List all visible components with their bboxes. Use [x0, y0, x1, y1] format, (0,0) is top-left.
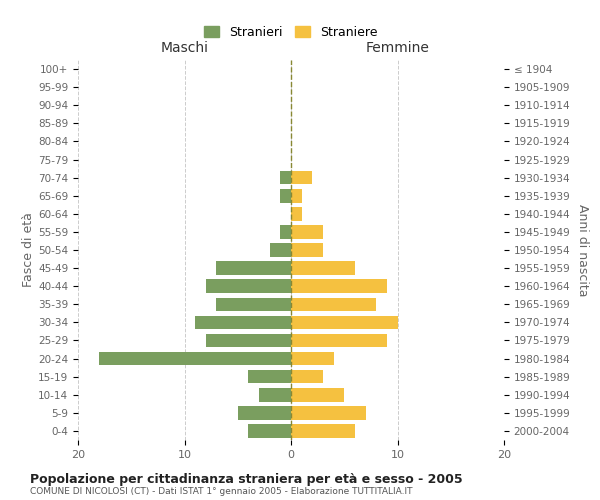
Y-axis label: Fasce di età: Fasce di età	[22, 212, 35, 288]
Bar	[291, 352, 334, 366]
Bar	[280, 171, 291, 184]
Bar	[270, 243, 291, 257]
Bar	[238, 406, 291, 419]
Bar	[248, 424, 291, 438]
Legend: Stranieri, Straniere: Stranieri, Straniere	[199, 20, 383, 44]
Bar	[291, 225, 323, 238]
Y-axis label: Anni di nascita: Anni di nascita	[576, 204, 589, 296]
Bar	[195, 316, 291, 329]
Bar	[217, 262, 291, 275]
Text: Femmine: Femmine	[365, 40, 430, 54]
Bar	[291, 189, 302, 202]
Bar	[217, 298, 291, 311]
Bar	[291, 171, 313, 184]
Bar	[291, 388, 344, 402]
Bar	[206, 280, 291, 293]
Bar	[206, 334, 291, 347]
Text: COMUNE DI NICOLOSI (CT) - Dati ISTAT 1° gennaio 2005 - Elaborazione TUTTITALIA.I: COMUNE DI NICOLOSI (CT) - Dati ISTAT 1° …	[30, 488, 413, 496]
Bar	[291, 298, 376, 311]
Bar	[248, 370, 291, 384]
Bar	[280, 225, 291, 238]
Bar	[291, 280, 387, 293]
Text: Maschi: Maschi	[161, 40, 209, 54]
Bar	[291, 424, 355, 438]
Bar	[291, 316, 398, 329]
Bar	[259, 388, 291, 402]
Bar	[291, 334, 387, 347]
Bar	[291, 370, 323, 384]
Bar	[99, 352, 291, 366]
Bar	[291, 262, 355, 275]
Bar	[291, 406, 365, 419]
Text: Popolazione per cittadinanza straniera per età e sesso - 2005: Popolazione per cittadinanza straniera p…	[30, 472, 463, 486]
Bar	[280, 189, 291, 202]
Bar	[291, 243, 323, 257]
Bar	[291, 207, 302, 220]
